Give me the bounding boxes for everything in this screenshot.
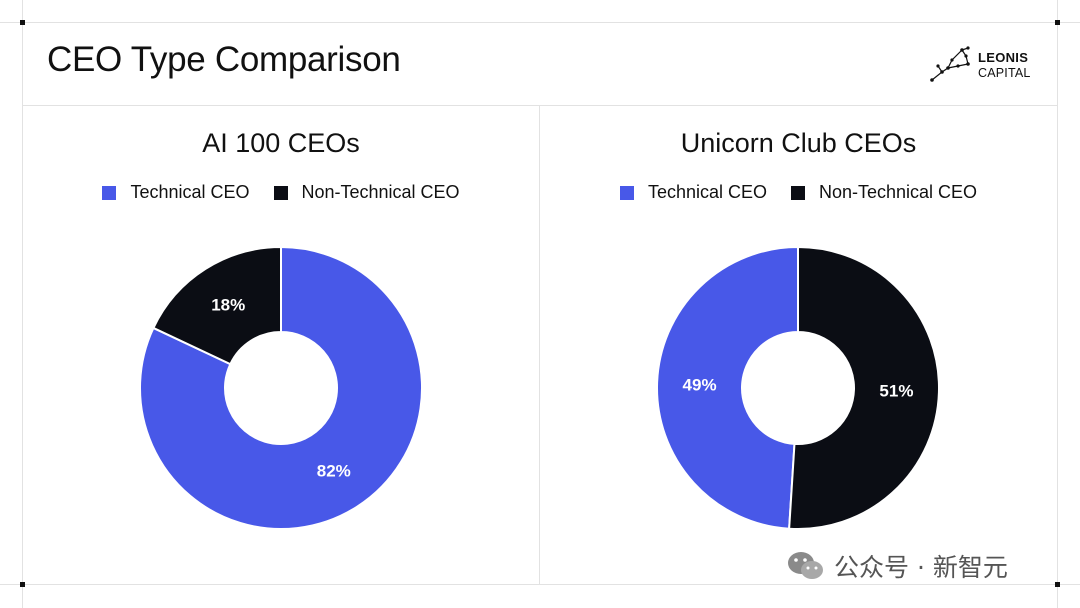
legend-swatch-technical [619, 185, 634, 200]
logo-subtitle: CAPITAL [978, 66, 1031, 80]
donut-chart: 82% 18% [139, 245, 423, 530]
donut-chart: 49% 51% [656, 245, 940, 530]
chart-panel-unicorn: Unicorn Club CEOs Technical CEO Non-Tech… [540, 106, 1057, 584]
legend-swatch-non-technical [791, 185, 805, 200]
legend-item-technical: Technical CEO [102, 182, 250, 203]
chart-panel-ai100: AI 100 CEOs Technical CEO Non-Technical … [23, 106, 539, 584]
slice-value-label: 18% [211, 295, 245, 314]
leonis-capital-logo: LEONIS CAPITAL [928, 44, 1048, 84]
corner-mark-bottom-right [1055, 582, 1060, 587]
watermark: 公众号 · 新智元 [786, 548, 1008, 584]
logo-name: LEONIS [978, 50, 1029, 65]
legend-label: Non-Technical CEO [819, 182, 978, 202]
legend-item-non-technical: Non-Technical CEO [273, 182, 460, 203]
frame-header-line [22, 105, 1058, 106]
slice-value-label: 82% [317, 462, 351, 481]
watermark-text: 公众号 · 新智元 [834, 553, 1008, 582]
panel-divider [539, 106, 540, 584]
legend-label: Technical CEO [647, 182, 767, 202]
page-title: CEO Type Comparison [47, 40, 401, 79]
donut-slice-technical [139, 245, 423, 530]
chart-title: Unicorn Club CEOs [680, 128, 917, 158]
legend-label: Non-Technical CEO [301, 182, 460, 202]
legend-label: Technical CEO [130, 182, 250, 202]
donut-slice-non-technical [152, 245, 282, 366]
chart-title: AI 100 CEOs [202, 128, 360, 158]
legend-item-technical: Technical CEO [619, 182, 767, 203]
corner-mark-top-left [20, 20, 25, 25]
frame-left-line [22, 0, 23, 608]
legend-swatch-technical [102, 185, 117, 200]
slice-value-label: 49% [683, 375, 717, 394]
frame-right-line [1057, 0, 1058, 608]
constellation-icon [930, 46, 970, 82]
chart-legend: Technical CEO Non-Technical CEO [23, 182, 539, 203]
chart-legend: Technical CEO Non-Technical CEO [540, 182, 1057, 203]
frame-top-line [0, 22, 1080, 23]
legend-item-non-technical: Non-Technical CEO [791, 182, 977, 203]
donut-slice-non-technical [788, 245, 940, 530]
slice-value-label: 51% [879, 382, 913, 401]
frame-bottom-line [0, 584, 1080, 585]
corner-mark-top-right [1055, 20, 1060, 25]
legend-swatch-non-technical [273, 185, 288, 200]
corner-mark-bottom-left [20, 582, 25, 587]
donut-slice-technical [656, 245, 799, 530]
wechat-icon [788, 552, 823, 579]
